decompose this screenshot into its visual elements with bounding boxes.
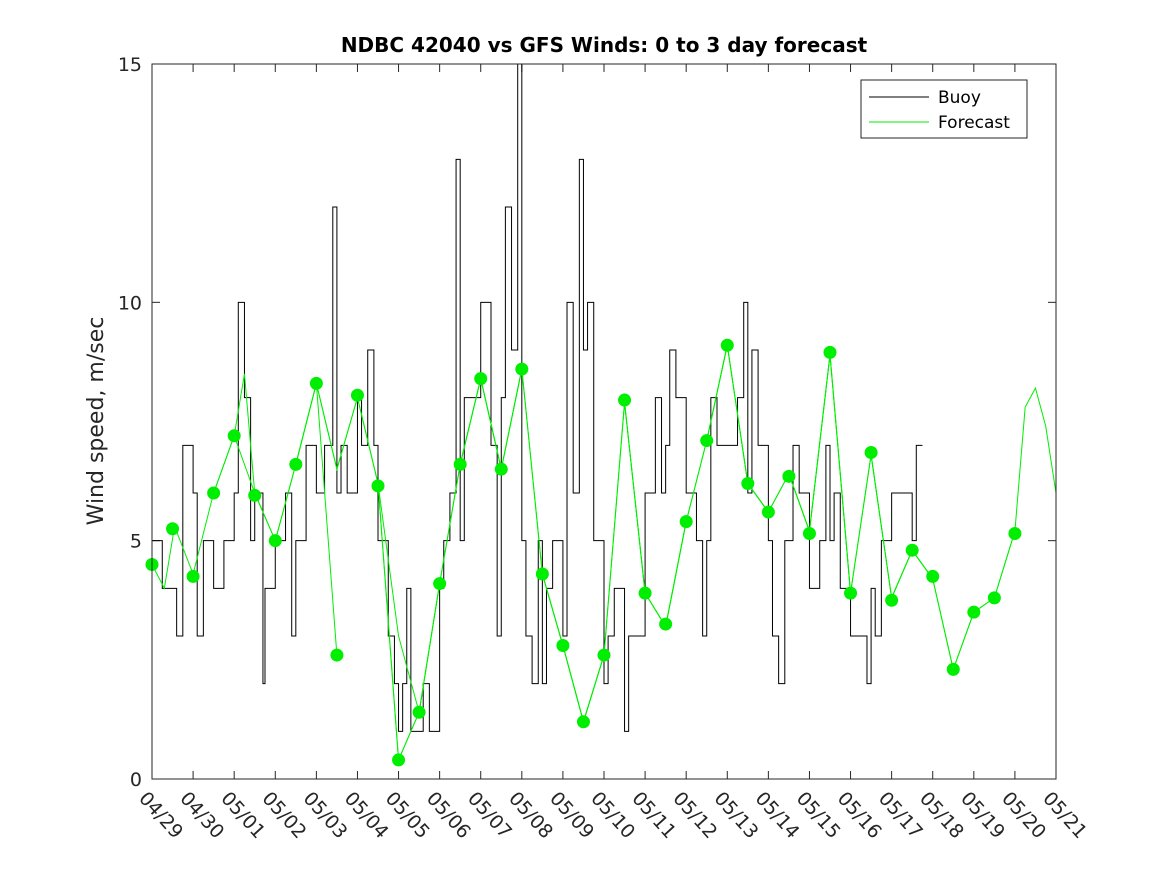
x-tick-label: 05/04	[340, 788, 393, 843]
analysis-marker	[700, 434, 714, 448]
y-tick-label: 5	[130, 531, 142, 553]
analysis-marker	[309, 376, 323, 390]
y-tick-label: 0	[130, 769, 142, 791]
legend-box	[860, 79, 1028, 139]
x-tick-label: 05/08	[504, 788, 557, 843]
analysis-marker	[371, 479, 385, 493]
x-tick-label: 05/16	[833, 788, 886, 843]
x-tick-label: 05/07	[463, 788, 516, 843]
analysis-marker	[535, 567, 549, 581]
x-tick-label: 05/15	[792, 788, 845, 843]
analysis-marker	[186, 569, 200, 583]
legend: Buoy Forecast	[860, 79, 1028, 139]
analysis-marker	[823, 345, 837, 359]
analysis-marker	[905, 543, 919, 557]
y-tick-label: 15	[118, 54, 142, 76]
analysis-marker	[659, 617, 673, 631]
x-tick-label: 05/09	[545, 788, 598, 843]
analysis-marker	[453, 457, 467, 471]
analysis-marker	[926, 569, 940, 583]
analysis-marker	[474, 372, 488, 386]
buoy-line	[152, 63, 923, 732]
analysis-marker	[556, 639, 570, 653]
x-tick-label: 05/13	[710, 788, 763, 843]
x-tick-label: 05/14	[751, 788, 804, 843]
forecast-line	[870, 386, 1057, 672]
chart-title: NDBC 42040 vs GFS Winds: 0 to 3 day fore…	[341, 33, 868, 57]
x-tick-label: 05/21	[1038, 788, 1091, 843]
analysis-marker	[268, 534, 282, 548]
y-tick-label: 10	[118, 292, 142, 314]
analysis-marker	[864, 445, 878, 459]
x-tick-label: 05/05	[381, 788, 434, 843]
analysis-marker	[392, 753, 406, 767]
analysis-marker	[782, 469, 796, 483]
x-tick-label: 05/19	[956, 788, 1009, 843]
analysis-marker	[597, 648, 611, 662]
x-tick-label: 04/30	[175, 788, 228, 843]
axes-box	[151, 63, 1057, 780]
legend-buoy-label: Buoy	[938, 88, 981, 108]
x-tick-label: 05/06	[422, 788, 475, 843]
analysis-marker	[1008, 527, 1022, 541]
analysis-marker	[207, 486, 221, 500]
analysis-marker	[330, 648, 344, 662]
x-tick-labels: 04/2904/3005/0105/0205/0305/0405/0505/06…	[134, 788, 1091, 843]
analysis-marker	[802, 527, 816, 541]
legend-forecast-label: Forecast	[938, 113, 1010, 133]
analysis-marker	[679, 515, 693, 529]
analysis-marker	[576, 715, 590, 729]
analysis-marker	[967, 605, 981, 619]
x-tick-label: 05/18	[915, 788, 968, 843]
buoy-series	[152, 63, 923, 732]
analysis-marker	[227, 429, 241, 443]
analysis-marker	[761, 505, 775, 519]
analysis-marker	[289, 457, 303, 471]
x-tick-label: 05/11	[627, 788, 680, 843]
analysis-marker	[885, 593, 899, 607]
analysis-marker	[166, 522, 180, 536]
analysis-marker	[741, 476, 755, 490]
analysis-marker	[433, 577, 447, 591]
analysis-marker	[844, 586, 858, 600]
analysis-marker	[515, 362, 529, 376]
x-tick-label: 05/17	[874, 788, 927, 843]
y-axis-label: Wind speed, m/sec	[84, 317, 109, 526]
analysis-markers	[145, 338, 1022, 767]
y-tick-labels: 0 5 10 15	[118, 54, 142, 791]
analysis-marker	[638, 586, 652, 600]
analysis-marker	[248, 488, 262, 502]
x-tick-label: 04/29	[134, 788, 187, 843]
analysis-marker	[412, 705, 426, 719]
x-tick-label: 05/03	[299, 788, 352, 843]
analysis-marker	[720, 338, 734, 352]
x-tick-label: 05/10	[586, 788, 639, 843]
x-tick-label: 05/12	[668, 788, 721, 843]
x-tick-label: 05/02	[258, 788, 311, 843]
analysis-marker	[946, 662, 960, 676]
analysis-marker	[618, 393, 632, 407]
x-tick-label: 05/20	[997, 788, 1050, 843]
analysis-marker	[987, 591, 1001, 605]
analysis-marker	[494, 462, 508, 476]
x-tick-label: 05/01	[216, 788, 269, 843]
analysis-marker	[350, 388, 364, 402]
